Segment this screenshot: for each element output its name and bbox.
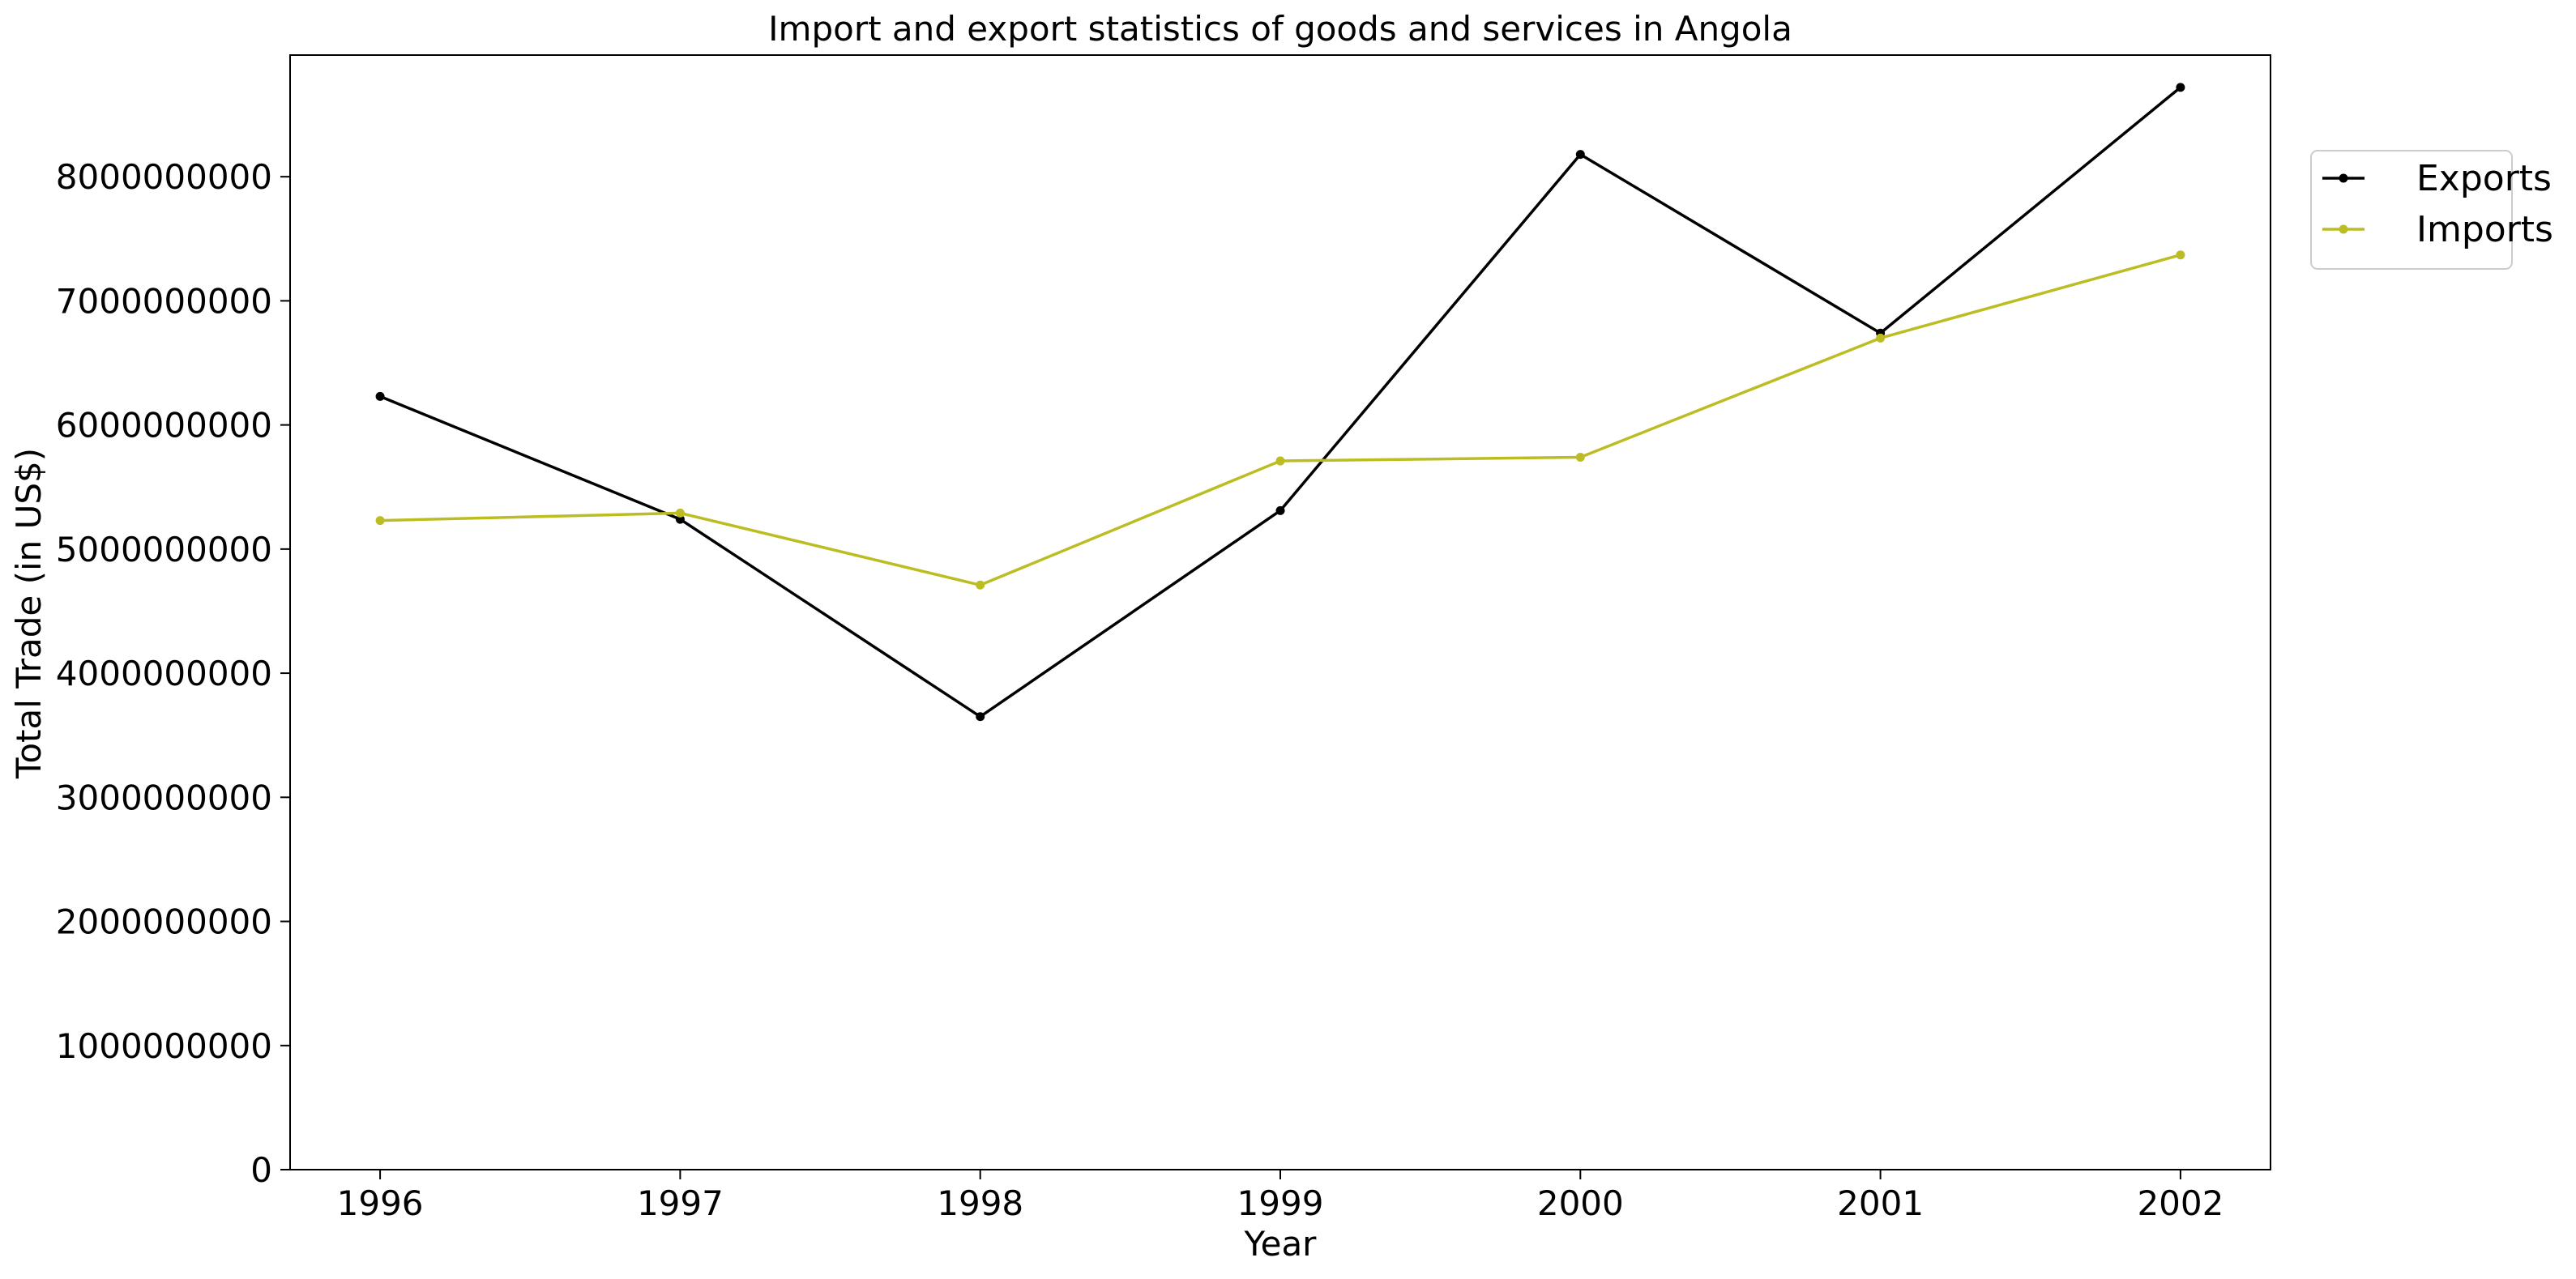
data-point-imports [976, 580, 985, 590]
y-tick-label: 1000000000 [56, 1026, 272, 1066]
data-point-exports [375, 391, 385, 401]
y-axis: 0 1000000000 2000000000 3000000000 400000000… [56, 157, 290, 1190]
y-tick-label: 3000000000 [56, 778, 272, 817]
x-axis: 1996 1997 1998 1999 2000 2001 2002 [337, 1170, 2224, 1223]
y-tick-label: 4000000000 [56, 654, 272, 693]
legend-label: Imports [2416, 209, 2553, 250]
data-point-exports [2176, 83, 2185, 92]
x-tick-label: 2001 [1837, 1183, 1924, 1223]
y-tick-label: 5000000000 [56, 530, 272, 569]
data-point-imports [1275, 456, 1285, 466]
legend-swatch-marker [2339, 224, 2348, 234]
y-axis-title: Total Trade (in US$) [9, 448, 49, 779]
x-tick-label: 1998 [937, 1183, 1023, 1223]
x-tick-label: 2000 [1537, 1183, 1624, 1223]
x-axis-title: Year [1244, 1224, 1318, 1264]
y-tick-label: 7000000000 [56, 281, 272, 321]
series-line-exports [379, 86, 2182, 718]
data-point-imports [675, 508, 685, 518]
data-point-imports [1876, 333, 1886, 343]
y-tick-label: 8000000000 [56, 157, 272, 197]
y-tick-label: 6000000000 [56, 406, 272, 446]
data-point-exports [976, 712, 985, 722]
data-point-imports [375, 516, 385, 526]
data-point-exports [1575, 150, 1585, 160]
chart-title: Import and export statistics of goods an… [768, 9, 1792, 49]
x-tick-label: 1999 [1237, 1183, 1324, 1223]
plot-area-frame [289, 54, 2271, 1170]
x-tick-label: 2002 [2137, 1183, 2224, 1223]
data-point-exports [1275, 505, 1285, 515]
axes [289, 54, 2271, 1170]
series-line-imports [380, 254, 2181, 587]
data-point-exports [675, 514, 685, 524]
x-tick-label: 1996 [337, 1183, 424, 1223]
data-point-imports [2176, 250, 2185, 260]
data-point-imports [1575, 452, 1585, 462]
legend-swatch-marker [2339, 173, 2348, 183]
y-tick-label: 2000000000 [56, 902, 272, 942]
x-tick-label: 1997 [637, 1183, 724, 1223]
legend-box [2310, 150, 2513, 270]
y-tick-label: 0 [250, 1150, 272, 1190]
legend-label: Exports [2416, 158, 2552, 199]
plot-series [375, 83, 2185, 722]
legend: Exports Imports [2310, 150, 2553, 270]
